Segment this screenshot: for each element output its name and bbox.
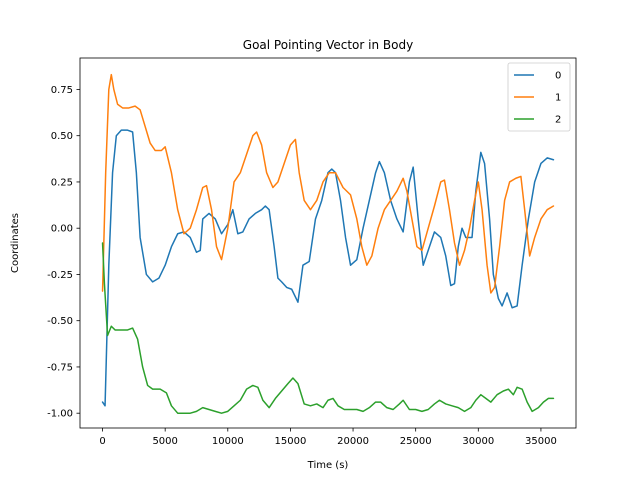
x-axis-ticks: 0 5000 10000 15000 20000 25000 30000 35000 bbox=[99, 428, 557, 447]
legend-label-1: 1 bbox=[555, 93, 561, 104]
y-tick-label: -0.25 bbox=[47, 270, 73, 281]
legend-box bbox=[507, 62, 571, 132]
y-tick-label: 0.50 bbox=[51, 131, 73, 142]
y-tick-label: 0.25 bbox=[51, 177, 73, 188]
series-line-2 bbox=[101, 242, 555, 414]
x-tick-label: 15000 bbox=[275, 436, 307, 447]
y-tick-label: -0.50 bbox=[47, 316, 73, 327]
x-tick-label: 30000 bbox=[462, 436, 494, 447]
series-line-0 bbox=[101, 129, 555, 407]
y-tick-label: 0.00 bbox=[51, 224, 73, 235]
x-tick-label: 0 bbox=[99, 436, 105, 447]
chart-title: Goal Pointing Vector in Body bbox=[243, 38, 413, 52]
y-tick-label: 0.75 bbox=[51, 85, 73, 96]
legend: 0 1 2 bbox=[507, 62, 571, 132]
legend-label-2: 2 bbox=[555, 115, 561, 126]
x-axis-label: Time (s) bbox=[307, 460, 349, 471]
legend-label-0: 0 bbox=[555, 71, 561, 82]
y-tick-label: -0.75 bbox=[47, 362, 73, 373]
x-tick-label: 5000 bbox=[152, 436, 177, 447]
x-tick-label: 25000 bbox=[400, 436, 432, 447]
y-axis-label: Coordinates bbox=[10, 213, 21, 273]
y-axis-ticks: -1.00 -0.75 -0.50 -0.25 0.00 0.25 0.50 0.75 bbox=[47, 85, 80, 420]
x-tick-label: 35000 bbox=[525, 436, 557, 447]
x-tick-label: 20000 bbox=[337, 436, 369, 447]
y-tick-label: -1.00 bbox=[47, 409, 73, 420]
plot-frame bbox=[79, 57, 577, 429]
plot-lines bbox=[101, 73, 555, 414]
x-tick-label: 10000 bbox=[212, 436, 244, 447]
series-line-1 bbox=[101, 73, 555, 294]
